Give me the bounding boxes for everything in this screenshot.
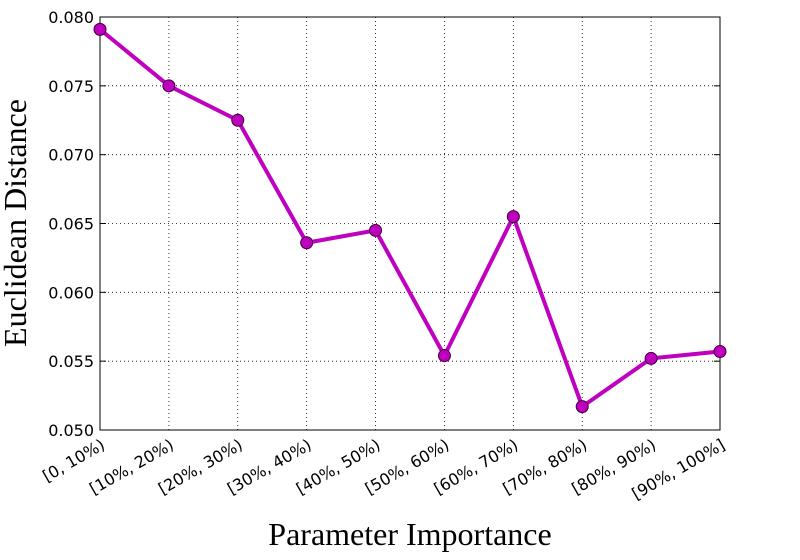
y-tick-label: 0.070 [48, 146, 94, 165]
y-tick-label: 0.075 [48, 77, 94, 96]
y-tick-label: 0.080 [48, 8, 94, 27]
point [506, 210, 520, 224]
x-axis-title: Parameter Importance [268, 516, 551, 552]
point [575, 400, 589, 414]
point [644, 351, 658, 365]
line [98, 27, 721, 409]
point [300, 236, 314, 250]
y-tick-label: 0.055 [48, 352, 94, 371]
point [162, 79, 176, 93]
y-axis-title: Euclidean Distance [0, 99, 33, 347]
point [713, 345, 727, 359]
point [93, 22, 107, 36]
point [231, 113, 245, 127]
y-tick-label: 0.050 [48, 421, 94, 440]
y-tick-label: 0.065 [48, 215, 94, 234]
point [369, 223, 383, 237]
plot-frame [99, 16, 721, 431]
point [437, 349, 451, 363]
y-tick-label: 0.060 [48, 283, 94, 302]
